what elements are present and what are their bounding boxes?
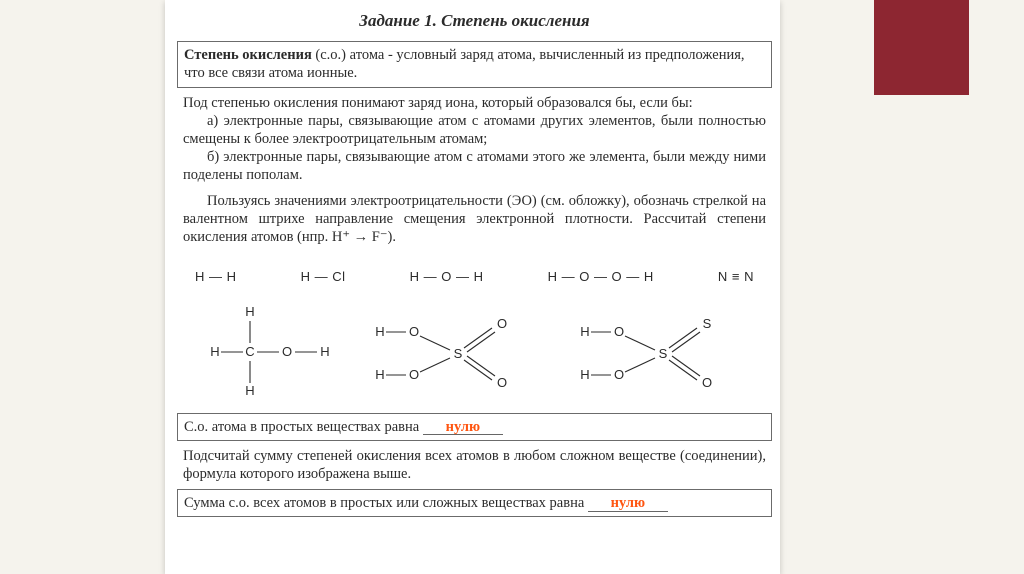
item-a: а) электронные пары, связывающие атом с … [183,112,766,148]
mol-methanol: H H C O H H [205,301,335,401]
svg-text:H: H [375,367,384,382]
svg-text:H: H [320,344,329,359]
svg-text:H: H [245,383,254,398]
mol-thiosulfuric-acid: H O H O S S O [575,301,745,401]
intro-text: Под степенью окисления понимают заряд ио… [183,94,766,112]
svg-text:O: O [496,375,506,390]
svg-text:C: C [245,344,254,359]
mol-h2o2: H — O — O — H [548,269,654,285]
svg-text:O: O [496,316,506,331]
mol-h2o: H — O — H [410,269,484,285]
svg-text:O: O [408,367,418,382]
fillin2-answer: нулю [611,495,645,511]
svg-text:H: H [375,324,384,339]
item-b: б) электронные пары, связывающие атом с … [183,148,766,184]
svg-text:H: H [245,304,254,319]
definition-box: Степень окисления (с.о.) атома - условны… [177,41,772,87]
svg-text:S: S [453,346,462,361]
definition-term: Степень окисления [184,47,312,63]
molecule-row-2: H H C O H H H O H O S O O [177,295,772,411]
svg-text:S: S [702,316,711,331]
svg-text:H: H [210,344,219,359]
mol-h2: H — H [195,269,237,285]
svg-text:O: O [701,375,711,390]
fillin2-label: Сумма с.о. всех атомов в простых или сло… [184,495,588,511]
molecule-row-1: H — H H — Cl H — O — H H — O — O — H N ≡… [177,251,772,295]
svg-text:O: O [408,324,418,339]
mol-n2: N ≡ N [718,269,754,285]
svg-text:O: O [613,324,623,339]
mol-sulfuric-acid: H O H O S O O [370,301,540,401]
fill-in-2: Сумма с.о. всех атомов в простых или сло… [177,489,772,517]
task-title: Задание 1. Степень окисления [177,0,772,39]
svg-text:S: S [658,346,667,361]
svg-text:O: O [281,344,291,359]
fillin1-label: С.о. атома в простых веществах равна [184,419,423,435]
intro-paragraph: Под степенью окисления понимают заряд ио… [177,90,772,189]
mol-hcl: H — Cl [301,269,346,285]
svg-text:H: H [580,367,589,382]
task2-paragraph: Подсчитай сумму степеней окисления всех … [177,443,772,487]
svg-text:H: H [580,324,589,339]
accent-block [874,0,969,95]
task-paragraph: Пользуясь значениями электроотрицательно… [177,188,772,250]
document-slide: Задание 1. Степень окисления Степень оки… [165,0,780,574]
svg-text:O: O [613,367,623,382]
fill-in-1: С.о. атома в простых веществах равна нул… [177,413,772,441]
fillin1-answer: нулю [446,419,480,435]
